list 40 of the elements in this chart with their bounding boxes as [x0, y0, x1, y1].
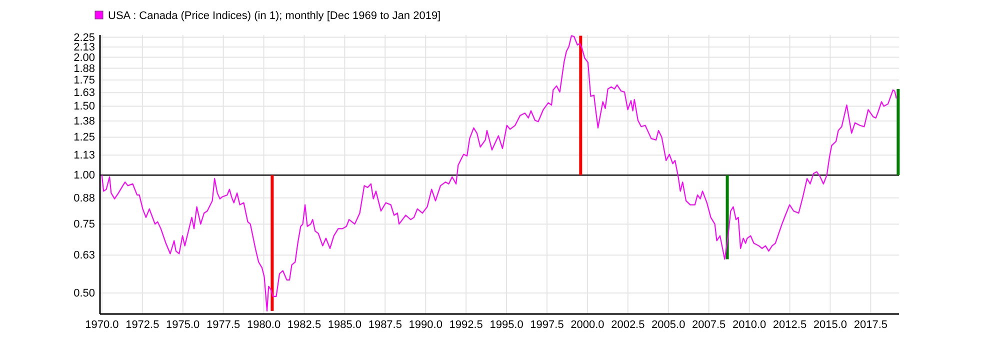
x-tick-label: 1995.0: [490, 318, 524, 331]
line-series: [101, 35, 897, 312]
y-tick-label: 1.88: [74, 62, 95, 75]
x-tick-label: 1992.5: [449, 318, 483, 331]
x-tick-label: 2015.0: [813, 318, 848, 331]
x-tick-label: 1990.0: [408, 318, 442, 331]
x-tick-label: 1997.5: [530, 318, 564, 331]
y-tick-label: 1.50: [74, 100, 95, 113]
y-tick-label: 1.25: [74, 132, 95, 144]
y-tick-label: 0.63: [74, 250, 95, 262]
x-tick-label: 1977.5: [206, 318, 240, 331]
x-tick-label: 2005.0: [652, 318, 686, 331]
y-tick-label: 2.13: [74, 41, 95, 54]
x-tick-label: 1972.5: [126, 318, 160, 331]
x-tick-label: 1970.0: [85, 318, 119, 331]
x-tick-label: 1985.0: [328, 318, 362, 331]
x-tick-label: 2000.0: [570, 318, 604, 331]
x-tick-label: 1975.0: [166, 318, 200, 331]
x-tick-label: 1982.5: [287, 318, 322, 331]
bar: [579, 36, 582, 176]
x-tick-label: 1987.5: [368, 318, 402, 331]
legend-label: USA : Canada (Price Indices) (in 1); monthly [Dec 1969 to Jan 2019]: [108, 10, 441, 22]
x-tick-label: 2012.5: [772, 318, 807, 331]
x-tick-label: 2002.5: [611, 318, 645, 331]
y-tick-label: 1.00: [74, 170, 95, 182]
y-tick-label: 1.38: [74, 116, 95, 128]
x-tick-label: 2007.5: [692, 318, 726, 331]
bar: [270, 175, 274, 311]
x-tick-label: 1980.0: [246, 318, 281, 331]
y-tick-label: 0.75: [74, 218, 95, 231]
y-tick-label: 1.75: [74, 74, 95, 87]
y-tick-label: 2.25: [74, 32, 95, 44]
x-tick-label: 2010.0: [732, 318, 766, 331]
bar: [896, 88, 900, 176]
y-tick-label: 1.63: [74, 87, 95, 100]
y-tick-label: 0.50: [74, 288, 95, 300]
y-tick-label: 2.00: [74, 52, 95, 64]
x-tick-label: 2017.5: [854, 318, 888, 331]
y-tick-label: 1.13: [74, 150, 95, 162]
y-tick-label: 0.88: [74, 192, 95, 204]
